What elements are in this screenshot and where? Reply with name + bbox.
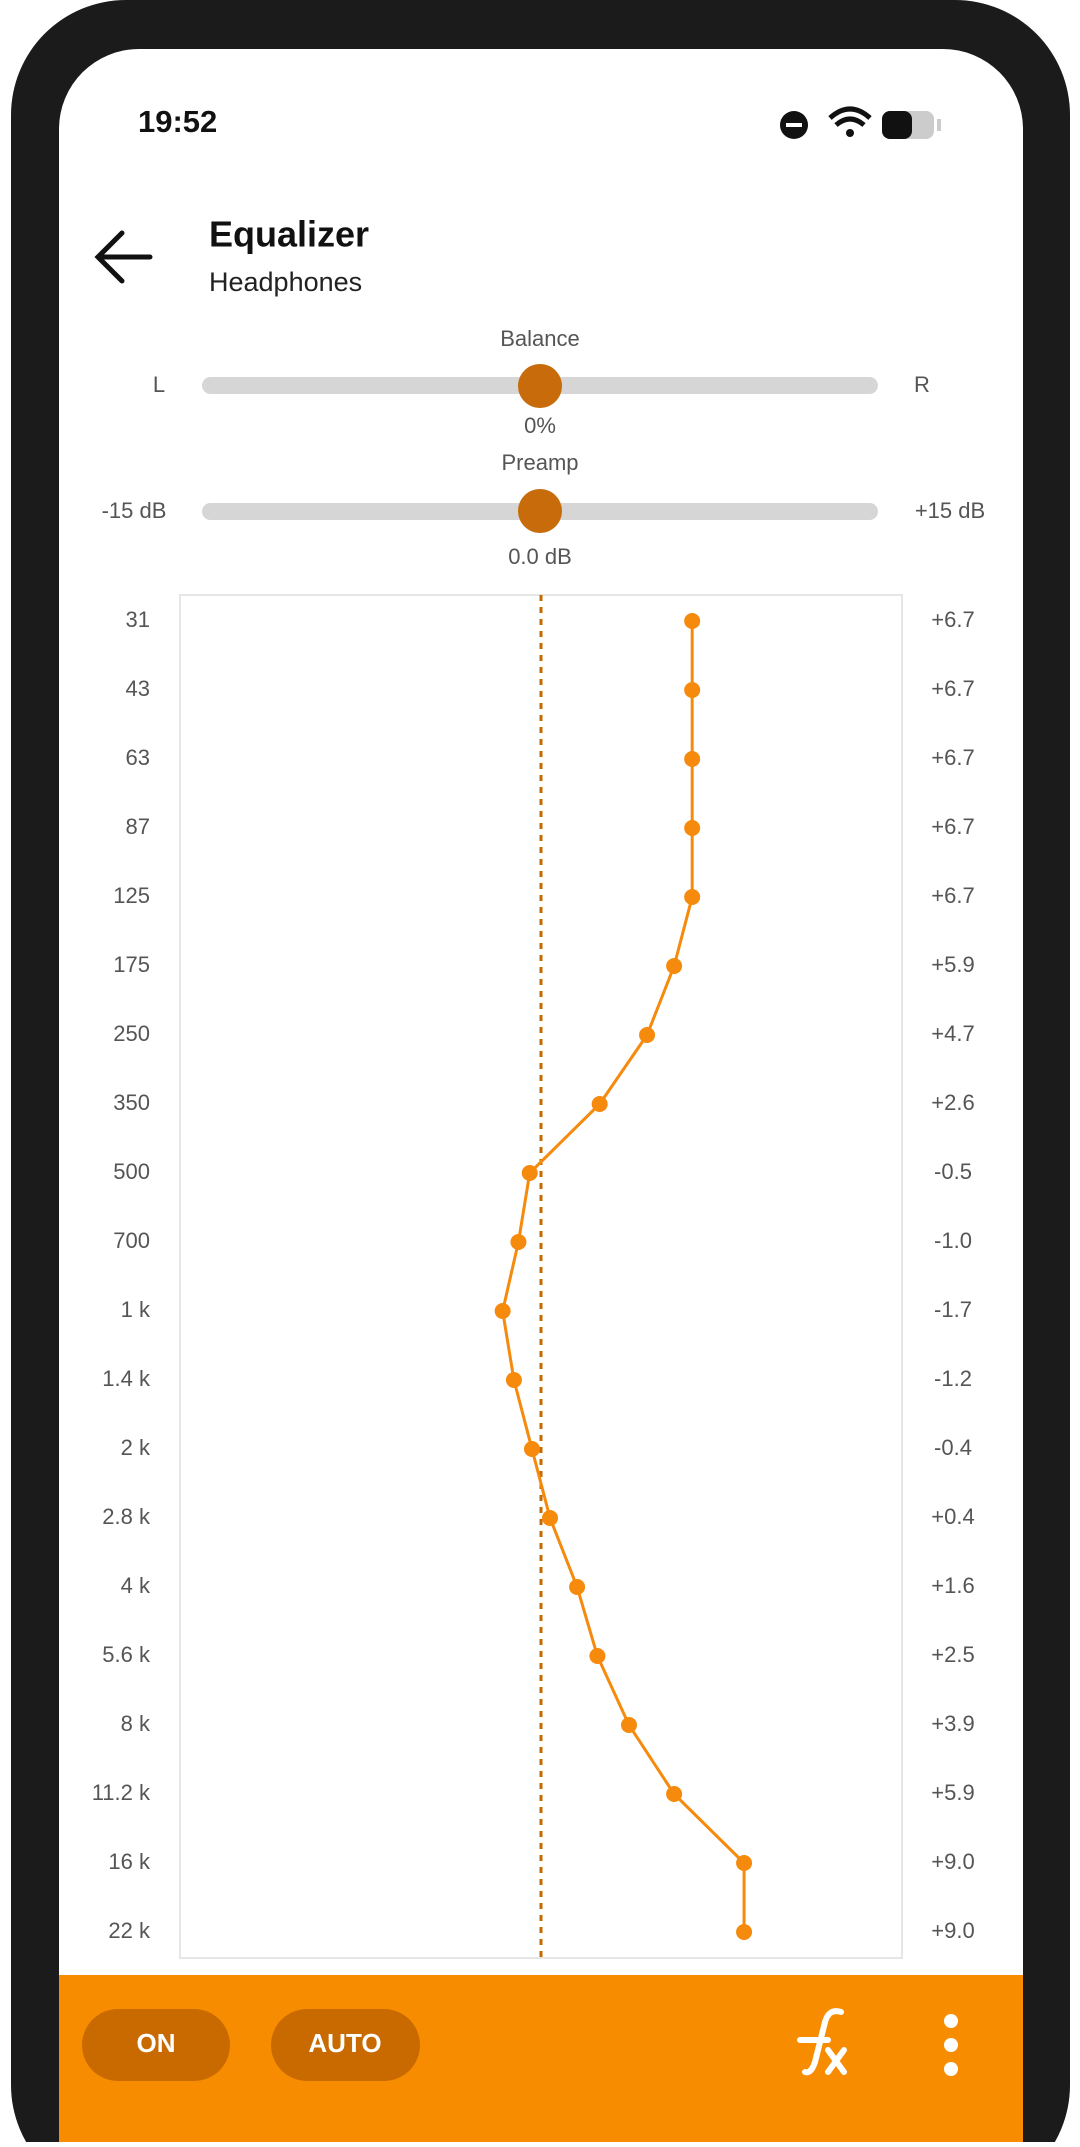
menu-button[interactable]	[944, 2014, 958, 2076]
status-time: 19:52	[138, 104, 217, 139]
display	[59, 49, 1023, 2147]
gain-label: +6.7	[931, 883, 974, 908]
balance-knob[interactable]	[518, 364, 562, 408]
band-label: 1.4 k	[102, 1366, 151, 1391]
band-point[interactable]	[569, 1579, 586, 1595]
band-label: 1 k	[121, 1297, 151, 1322]
preamp-max: +15 dB	[915, 498, 985, 523]
band-label: 250	[113, 1021, 150, 1046]
title: Equalizer	[209, 214, 369, 255]
band-label: 500	[113, 1159, 150, 1184]
on-button[interactable]	[82, 2009, 230, 2081]
back-button[interactable]	[94, 230, 153, 284]
gain-label: +3.9	[931, 1711, 974, 1736]
band-point[interactable]	[684, 751, 701, 767]
band-point[interactable]	[505, 1372, 522, 1388]
effects-button[interactable]	[797, 2008, 847, 2076]
band-point[interactable]	[523, 1441, 540, 1457]
gain-label: +5.9	[931, 952, 974, 977]
band-point[interactable]	[736, 1855, 753, 1871]
on-button-label: ON	[137, 2028, 176, 2058]
gain-label: +2.6	[931, 1090, 974, 1115]
gain-label: +2.5	[931, 1642, 974, 1667]
balance-value: 0%	[524, 413, 556, 438]
preamp-label: Preamp	[501, 450, 578, 475]
band-point[interactable]	[591, 1096, 608, 1112]
balance-max: R	[914, 372, 930, 397]
band-label: 2.8 k	[102, 1504, 151, 1529]
band-label: 31	[126, 607, 150, 632]
band-point[interactable]	[666, 1786, 683, 1802]
band-point[interactable]	[736, 1924, 753, 1940]
band-point[interactable]	[684, 820, 701, 836]
band-label: 5.6 k	[102, 1642, 151, 1667]
auto-button-label: AUTO	[308, 2028, 381, 2058]
band-point[interactable]	[542, 1510, 559, 1526]
band-label: 4 k	[121, 1573, 151, 1598]
gain-label: +9.0	[931, 1849, 974, 1874]
band-label: 16 k	[108, 1849, 151, 1874]
band-label: 350	[113, 1090, 150, 1115]
gain-label: +6.7	[931, 607, 974, 632]
balance-label: Balance	[500, 326, 580, 351]
band-point[interactable]	[684, 889, 701, 905]
band-point[interactable]	[494, 1303, 511, 1319]
band-point[interactable]	[684, 682, 701, 698]
balance-min: L	[153, 372, 165, 397]
band-label: 43	[126, 676, 150, 701]
eq-curve	[501, 621, 746, 1932]
status-icons	[780, 106, 941, 139]
gain-label: +9.0	[931, 1918, 974, 1943]
auto-button[interactable]	[271, 2009, 420, 2081]
band-point[interactable]	[589, 1648, 606, 1664]
band-label: 175	[113, 952, 150, 977]
gain-label: +6.7	[931, 814, 974, 839]
subtitle: Headphones	[209, 267, 362, 297]
band-label: 87	[126, 814, 150, 839]
band-point[interactable]	[521, 1165, 538, 1181]
gain-label: -1.7	[934, 1297, 972, 1322]
gain-label: +6.7	[931, 745, 974, 770]
band-label: 125	[113, 883, 150, 908]
band-point[interactable]	[620, 1717, 637, 1733]
gain-label: -1.0	[934, 1228, 972, 1253]
band-label: 22 k	[108, 1918, 151, 1943]
gain-label: -0.5	[934, 1159, 972, 1184]
band-point[interactable]	[684, 613, 701, 629]
band-point[interactable]	[666, 958, 683, 974]
gain-label: +4.7	[931, 1021, 974, 1046]
band-point[interactable]	[510, 1234, 527, 1250]
preamp-knob[interactable]	[518, 489, 562, 533]
band-point[interactable]	[639, 1027, 656, 1043]
band-label: 8 k	[121, 1711, 151, 1736]
gain-label: -1.2	[934, 1366, 972, 1391]
preamp-value: 0.0 dB	[508, 544, 572, 569]
gain-label: +1.6	[931, 1573, 974, 1598]
gain-label: +6.7	[931, 676, 974, 701]
band-label: 700	[113, 1228, 150, 1253]
gain-label: +0.4	[931, 1504, 974, 1529]
band-label: 2 k	[121, 1435, 151, 1460]
gain-label: +5.9	[931, 1780, 974, 1805]
preamp-min: -15 dB	[102, 498, 167, 523]
band-label: 11.2 k	[92, 1780, 151, 1805]
band-label: 63	[126, 745, 150, 770]
gain-label: -0.4	[934, 1435, 972, 1460]
